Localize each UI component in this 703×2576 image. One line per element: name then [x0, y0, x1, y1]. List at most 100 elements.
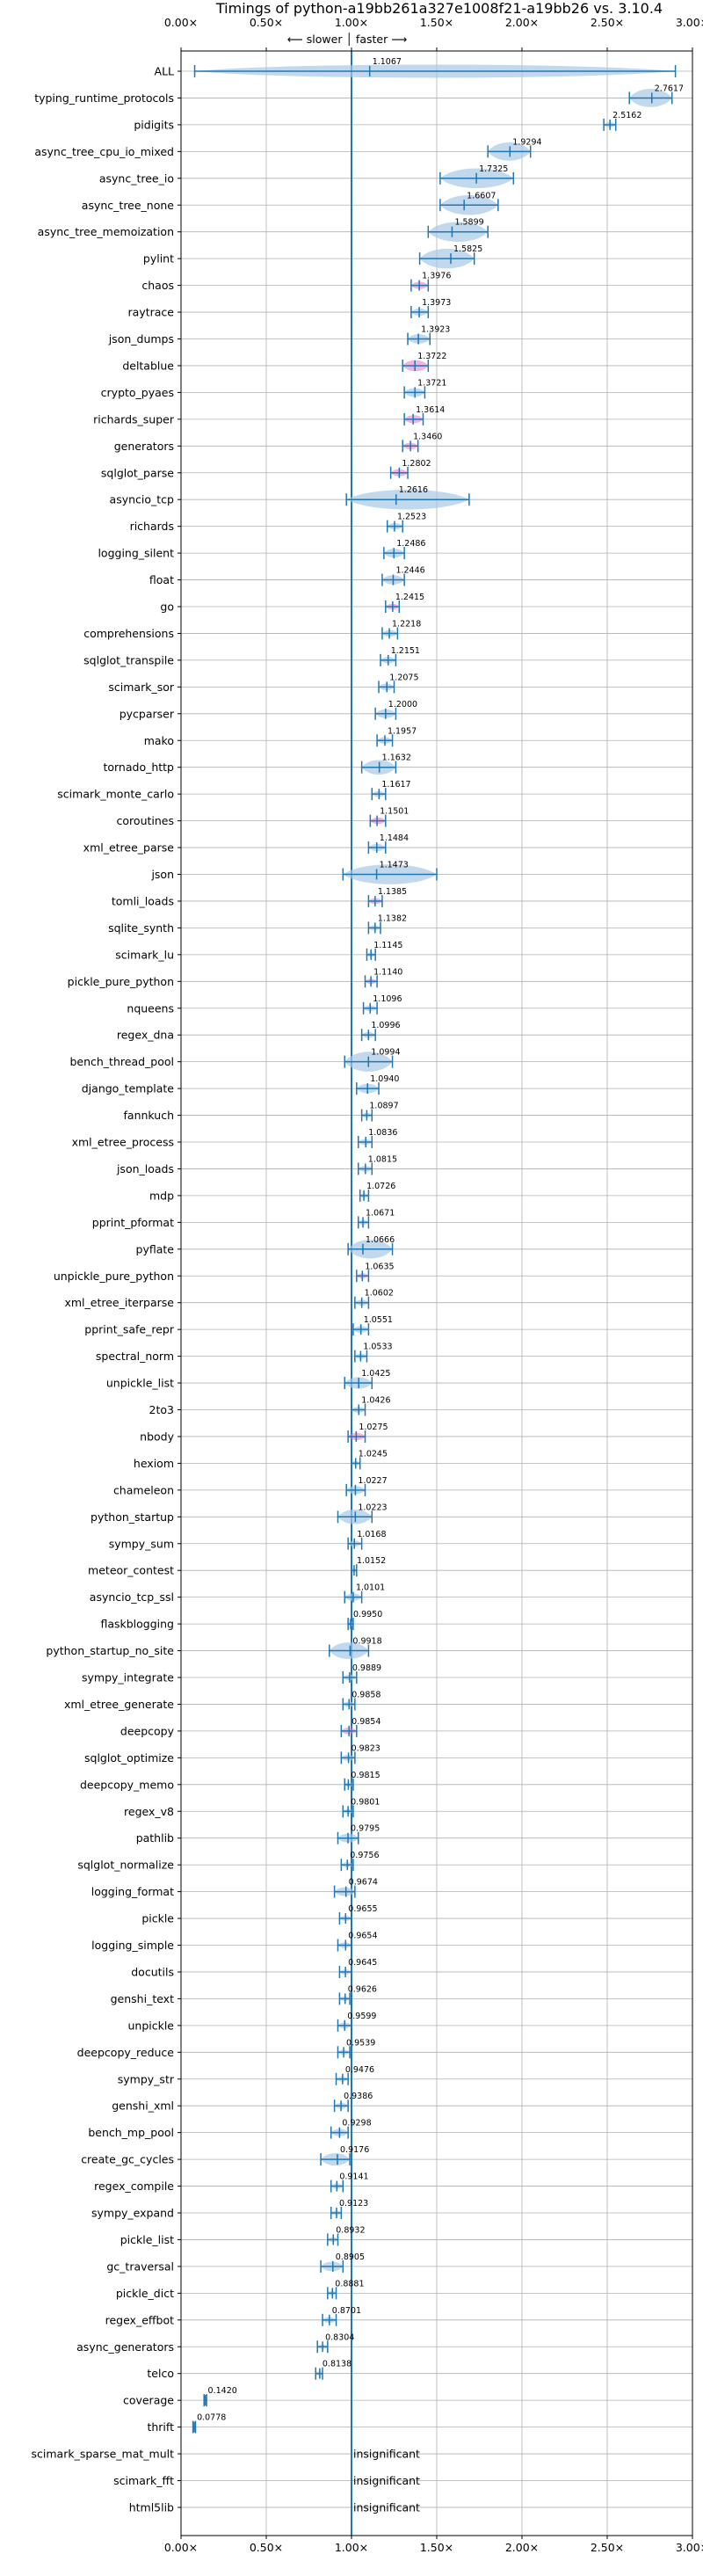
value-label: 1.2415: [395, 593, 424, 602]
value-label: 1.0245: [359, 1449, 388, 1459]
value-label: 1.2802: [402, 459, 431, 469]
benchmark-label: unpickle: [127, 2019, 174, 2032]
value-label: 1.3614: [416, 405, 445, 415]
benchmark-label: logging_simple: [91, 1939, 174, 1952]
value-label: 1.0666: [366, 1235, 395, 1245]
benchmark-label: nbody: [140, 1430, 174, 1443]
benchmark-label: docutils: [131, 1965, 174, 1978]
value-label: 1.0726: [366, 1182, 395, 1191]
benchmark-label: sqlglot_transpile: [83, 653, 174, 666]
value-label: 1.2616: [399, 485, 428, 495]
value-label: 0.8701: [332, 2306, 361, 2316]
value-label: 0.9654: [348, 1932, 377, 1941]
value-label: 1.3721: [417, 378, 446, 388]
benchmark-label: richards_super: [93, 412, 175, 426]
value-label: 0.9626: [348, 1984, 377, 1994]
value-label: 1.1617: [381, 780, 410, 790]
benchmark-label: meteor_contest: [88, 1564, 174, 1577]
benchmark-label: logging_format: [91, 1885, 174, 1898]
benchmark-label: chameleon: [113, 1483, 174, 1496]
labels-layer: 0.00× 0.00× 0.50× 0.50× 1.00× 1.00× 1.50× 1.50×…: [32, 16, 703, 2554]
value-label: 1.0635: [365, 1262, 394, 1271]
benchmark-label: sympy_expand: [91, 2207, 174, 2220]
benchmark-label: sqlglot_parse: [101, 466, 174, 479]
benchmark-label: scimark_monte_carlo: [57, 788, 174, 801]
x-tick-label-top: 2.50×: [591, 16, 624, 29]
benchmark-label: float: [149, 573, 174, 586]
insignificant-label: insignificant: [353, 2448, 420, 2461]
value-label: 1.1473: [380, 861, 409, 870]
x-tick-label-bottom: 2.00×: [505, 2541, 539, 2554]
value-label: 0.8138: [323, 2360, 352, 2369]
value-label: 0.9756: [350, 1851, 379, 1860]
benchmark-label: mdp: [149, 1189, 174, 1202]
benchmark-label: thrift: [147, 2420, 174, 2434]
benchmark-label: pprint_pformat: [92, 1216, 174, 1229]
value-label: 1.0426: [361, 1396, 390, 1406]
value-label: 0.8932: [336, 2225, 365, 2235]
value-label: 0.9655: [348, 1904, 377, 1914]
benchmark-label: deepcopy: [120, 1724, 175, 1737]
benchmark-label: tornado_http: [103, 760, 174, 774]
x-tick-label-bottom: 0.00×: [164, 2541, 198, 2554]
chart-subtitle: ⟵ slower │ faster ⟶: [287, 33, 407, 47]
value-label: 0.8881: [335, 2279, 364, 2289]
value-label: 1.9294: [512, 137, 541, 147]
benchmark-label: pickle_dict: [116, 2287, 174, 2300]
value-label: 1.0996: [371, 1021, 400, 1030]
value-label: 1.5825: [453, 244, 482, 254]
value-label: 1.2446: [395, 566, 424, 576]
benchmark-label: logging_silent: [98, 547, 174, 560]
benchmark-label: typing_runtime_protocols: [34, 91, 174, 105]
value-label: 1.3923: [421, 325, 450, 335]
value-label: 1.2075: [389, 673, 418, 682]
grid-layer: [178, 47, 693, 2539]
value-label: 1.1140: [373, 967, 402, 977]
value-label: 1.1484: [380, 833, 409, 843]
value-label: 0.9141: [339, 2172, 368, 2182]
benchmark-label: deltablue: [122, 359, 174, 372]
value-label: 1.1382: [378, 913, 407, 923]
value-label: 1.1385: [378, 887, 407, 897]
benchmark-label: coroutines: [117, 814, 174, 827]
x-tick-label-bottom: 3.00×: [676, 2541, 703, 2554]
value-label: 0.9674: [349, 1878, 378, 1888]
value-label: 1.3460: [413, 432, 442, 441]
benchmark-label: create_gc_cycles: [81, 2153, 174, 2166]
benchmark-label: sqlite_synth: [108, 921, 174, 935]
value-label: 1.1957: [388, 726, 417, 736]
value-label: 0.9298: [342, 2119, 371, 2128]
value-label: 0.9815: [351, 1771, 380, 1780]
benchmark-label: async_tree_cpu_io_mixed: [34, 145, 174, 158]
value-label: 0.1420: [208, 2386, 237, 2396]
value-label: 1.2218: [392, 619, 421, 629]
value-label: 0.9386: [344, 2092, 373, 2101]
value-label: 0.9539: [346, 2038, 375, 2048]
value-label: 1.0551: [364, 1315, 393, 1325]
value-label: 0.8905: [336, 2252, 365, 2262]
x-tick-label-top: 3.00×: [676, 16, 703, 29]
benchmark-label: json_loads: [116, 1162, 174, 1175]
x-tick-label-top: 1.00×: [335, 16, 368, 29]
value-label: 0.9950: [353, 1610, 382, 1619]
benchmark-label: chaos: [141, 279, 174, 292]
value-label: 1.0815: [368, 1154, 397, 1164]
benchmark-label: scimark_sor: [108, 680, 174, 694]
value-label: 0.8304: [325, 2332, 354, 2342]
value-label: 1.0671: [366, 1208, 395, 1218]
value-label: 1.3722: [417, 352, 446, 361]
benchmark-label: asyncio_tcp: [110, 493, 175, 506]
x-tick-label-bottom: 2.50×: [591, 2541, 624, 2554]
benchmark-label: ALL: [155, 65, 175, 78]
x-tick-label-bottom: 0.50×: [250, 2541, 283, 2554]
value-label: 1.0101: [356, 1583, 385, 1593]
x-tick-label-top: 1.50×: [420, 16, 453, 29]
benchmark-label: gc_traversal: [106, 2259, 174, 2273]
value-label: 1.1145: [373, 941, 402, 950]
benchmark-label: unpickle_pure_python: [54, 1270, 174, 1283]
x-tick-label-top: 0.50×: [250, 16, 283, 29]
benchmark-label: unpickle_list: [106, 1377, 174, 1390]
value-label: 1.1067: [373, 57, 402, 67]
benchmark-label: pycparser: [120, 707, 175, 720]
value-label: 0.9889: [352, 1663, 381, 1673]
